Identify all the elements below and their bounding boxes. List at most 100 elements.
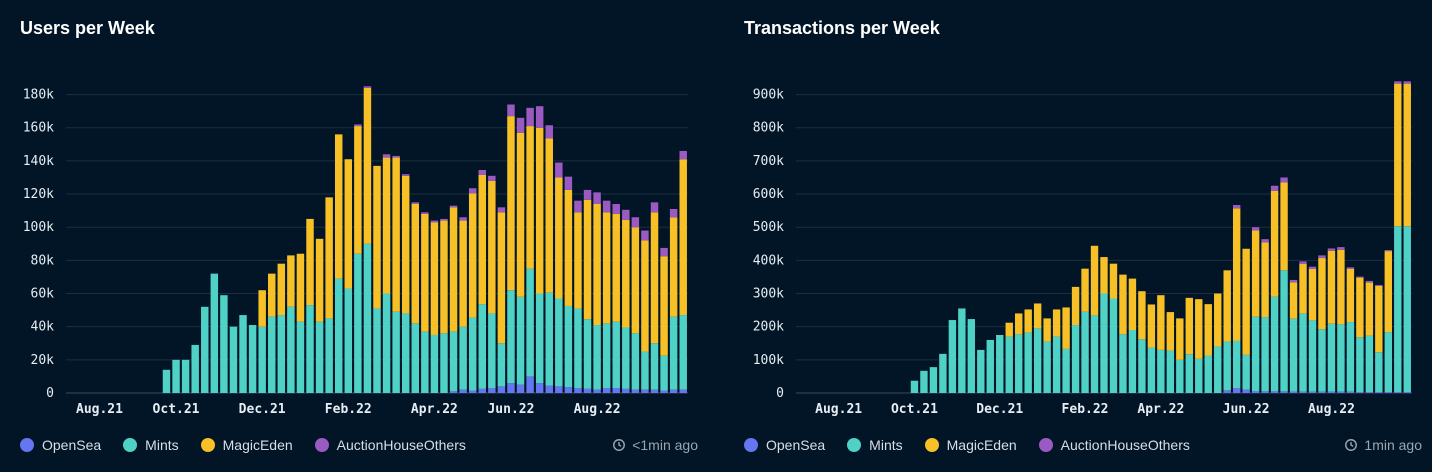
bar-magiceden[interactable] (1147, 304, 1156, 348)
bar-auctionhouseothers[interactable] (612, 204, 620, 214)
bar-mints[interactable] (468, 317, 477, 391)
bar-magiceden[interactable] (641, 240, 649, 352)
bar-magiceden[interactable] (1214, 293, 1222, 347)
bar-auctionhouseothers[interactable] (516, 117, 525, 133)
bar-opensea[interactable] (1270, 391, 1279, 393)
bar-mints[interactable] (449, 331, 458, 392)
bar-mints[interactable] (210, 273, 219, 393)
legend-item-auctionhouseothers[interactable]: AuctionHouseOthers (1038, 437, 1190, 453)
bar-magiceden[interactable] (449, 207, 458, 332)
bar-magiceden[interactable] (679, 159, 687, 316)
bar-auctionhouseothers[interactable] (574, 200, 582, 213)
bar-auctionhouseothers[interactable] (593, 192, 601, 204)
bar-magiceden[interactable] (1015, 313, 1023, 335)
bar-opensea[interactable] (497, 386, 506, 393)
bar-mints[interactable] (526, 268, 534, 377)
bar-magiceden[interactable] (1270, 190, 1279, 297)
bar-magiceden[interactable] (277, 263, 286, 316)
bar-opensea[interactable] (1356, 392, 1364, 393)
bar-mints[interactable] (162, 369, 171, 393)
bar-magiceden[interactable] (478, 174, 486, 305)
bar-mints[interactable] (1375, 352, 1383, 393)
bar-mints[interactable] (1138, 339, 1146, 393)
bar-mints[interactable] (986, 339, 994, 393)
bar-auctionhouseothers[interactable] (1251, 227, 1260, 231)
bar-auctionhouseothers[interactable] (660, 247, 668, 257)
bar-auctionhouseothers[interactable] (430, 220, 439, 223)
bar-magiceden[interactable] (1005, 322, 1013, 337)
bar-mints[interactable] (1223, 341, 1231, 391)
bar-auctionhouseothers[interactable] (622, 209, 630, 220)
bar-opensea[interactable] (593, 389, 601, 393)
bar-mints[interactable] (1214, 346, 1222, 393)
bar-auctionhouseothers[interactable] (602, 200, 611, 213)
bar-opensea[interactable] (1375, 392, 1383, 393)
bar-magiceden[interactable] (497, 212, 506, 344)
bar-magiceden[interactable] (354, 126, 362, 254)
bar-auctionhouseothers[interactable] (497, 207, 506, 213)
legend-item-opensea[interactable]: OpenSea (744, 437, 825, 453)
bar-magiceden[interactable] (1289, 282, 1298, 319)
bar-mints[interactable] (239, 315, 247, 393)
bar-magiceden[interactable] (287, 255, 295, 307)
bar-mints[interactable] (459, 326, 467, 390)
bar-opensea[interactable] (679, 389, 687, 393)
bar-mints[interactable] (430, 334, 439, 393)
bar-mints[interactable] (201, 306, 209, 393)
bar-mints[interactable] (1166, 350, 1175, 393)
bar-mints[interactable] (268, 316, 276, 393)
bar-mints[interactable] (1043, 341, 1051, 393)
bar-auctionhouseothers[interactable] (535, 106, 544, 128)
bar-mints[interactable] (1261, 317, 1269, 392)
bar-magiceden[interactable] (1403, 83, 1411, 227)
bar-mints[interactable] (939, 353, 947, 393)
bar-auctionhouseothers[interactable] (507, 104, 515, 117)
bar-mints[interactable] (660, 355, 668, 391)
bar-magiceden[interactable] (268, 273, 276, 317)
bar-magiceden[interactable] (1394, 83, 1402, 227)
bar-magiceden[interactable] (669, 217, 678, 317)
bar-mints[interactable] (306, 305, 314, 393)
bar-auctionhouseothers[interactable] (440, 218, 448, 221)
bar-mints[interactable] (287, 306, 295, 393)
bar-auctionhouseothers[interactable] (421, 212, 429, 214)
bar-opensea[interactable] (1251, 391, 1260, 393)
bar-mints[interactable] (382, 293, 391, 393)
bar-auctionhouseothers[interactable] (1365, 280, 1374, 283)
bar-magiceden[interactable] (1356, 277, 1364, 338)
bar-opensea[interactable] (526, 376, 534, 393)
bar-magiceden[interactable] (1327, 250, 1336, 324)
bar-mints[interactable] (1204, 355, 1212, 393)
bar-auctionhouseothers[interactable] (392, 155, 400, 158)
bar-mints[interactable] (612, 321, 620, 389)
bar-auctionhouseothers[interactable] (1261, 239, 1269, 243)
bar-magiceden[interactable] (1195, 299, 1203, 359)
bar-magiceden[interactable] (1119, 274, 1127, 335)
bar-mints[interactable] (172, 359, 180, 393)
bar-mints[interactable] (967, 319, 976, 393)
bar-magiceden[interactable] (545, 138, 553, 293)
bar-opensea[interactable] (612, 388, 620, 393)
bar-opensea[interactable] (602, 388, 611, 393)
bar-opensea[interactable] (516, 384, 525, 393)
bar-magiceden[interactable] (1138, 291, 1146, 340)
bar-magiceden[interactable] (344, 159, 353, 289)
bar-magiceden[interactable] (631, 227, 640, 334)
bar-magiceden[interactable] (622, 219, 630, 328)
bar-magiceden[interactable] (258, 290, 266, 327)
bar-opensea[interactable] (583, 388, 592, 393)
bar-magiceden[interactable] (1033, 303, 1042, 329)
bar-mints[interactable] (1062, 348, 1070, 393)
bar-opensea[interactable] (650, 389, 659, 393)
bar-mints[interactable] (229, 326, 238, 393)
bar-magiceden[interactable] (459, 220, 467, 327)
bar-auctionhouseothers[interactable] (1384, 250, 1393, 252)
legend-item-auctionhouseothers[interactable]: AuctionHouseOthers (314, 437, 466, 453)
bar-magiceden[interactable] (1223, 270, 1231, 342)
bar-mints[interactable] (996, 334, 1004, 393)
bar-auctionhouseothers[interactable] (650, 202, 659, 213)
bar-mints[interactable] (1015, 334, 1023, 393)
bar-mints[interactable] (258, 326, 266, 393)
bar-opensea[interactable] (1327, 391, 1336, 393)
bar-mints[interactable] (650, 343, 659, 390)
